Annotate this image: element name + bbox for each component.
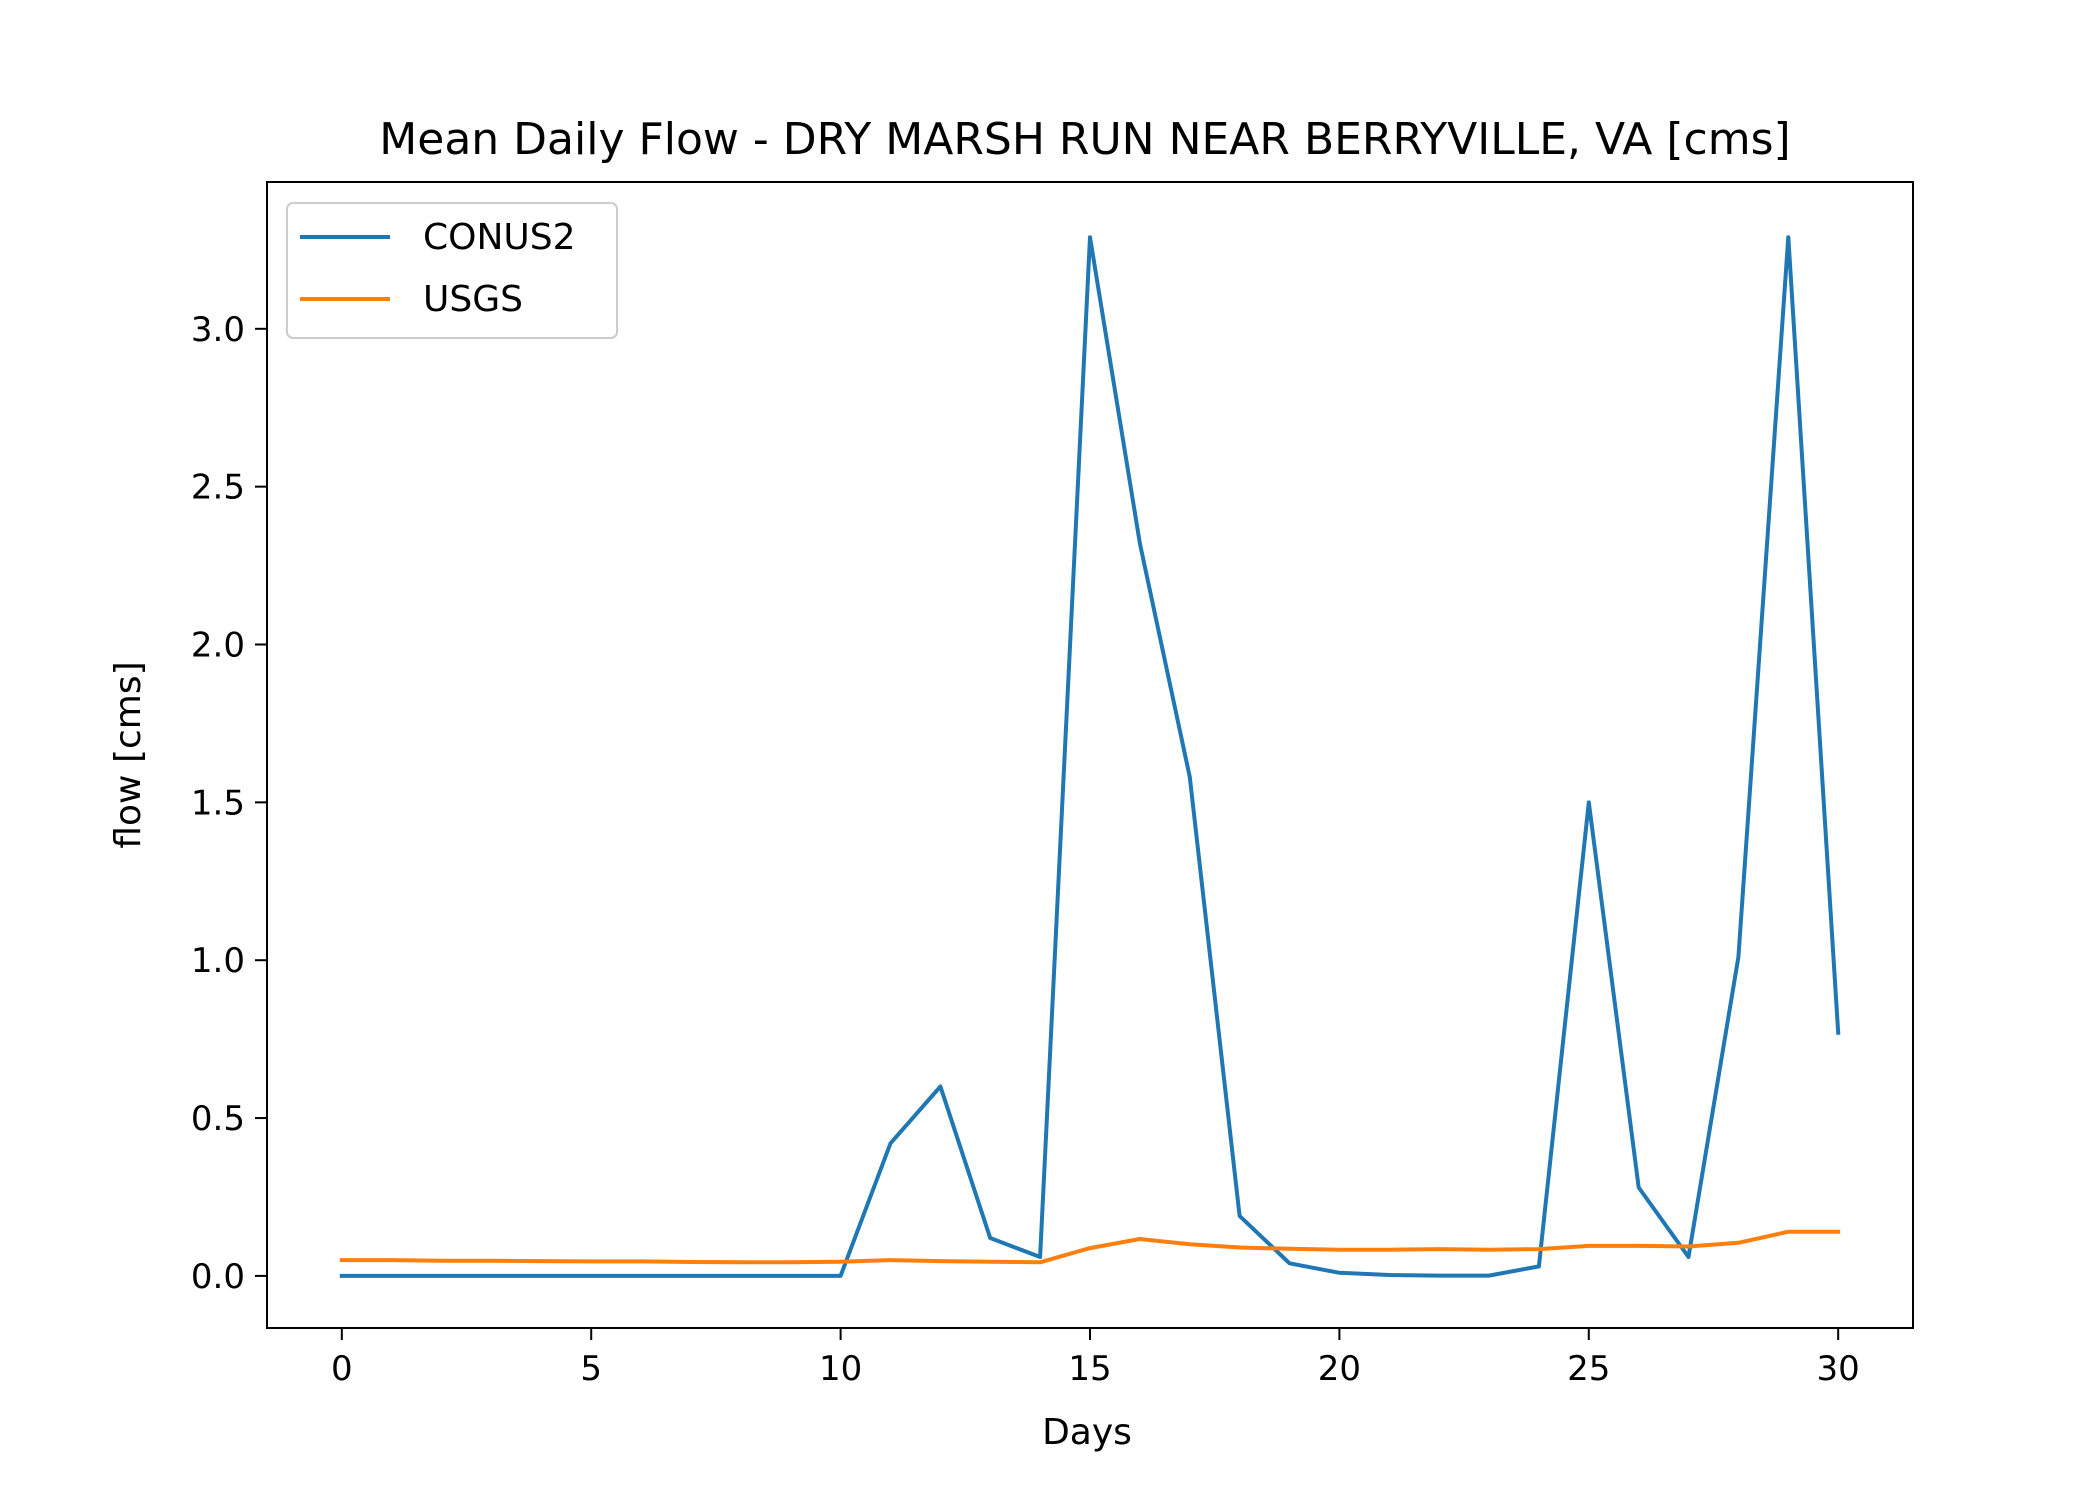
y-tick-label: 3.0 [191, 310, 245, 350]
y-tick-label: 2.0 [191, 626, 245, 666]
legend-label-usgs: USGS [423, 279, 523, 320]
x-axis-label: Days [1042, 1412, 1132, 1453]
y-tick-label: 2.5 [191, 468, 245, 508]
series-line-conus2 [339, 235, 1841, 1278]
y-tick-label: 1.5 [191, 783, 245, 823]
x-tick-label: 25 [1567, 1349, 1610, 1389]
y-tick-label: 0.0 [191, 1257, 245, 1297]
y-tick-label: 0.5 [191, 1099, 245, 1139]
x-tick-label: 5 [580, 1349, 602, 1389]
plot-frame [266, 181, 1914, 1329]
y-axis-label: flow [cms] [108, 661, 149, 848]
x-tick-label: 0 [331, 1349, 353, 1389]
legend: CONUS2 USGS [286, 202, 618, 339]
x-tick-label: 30 [1817, 1349, 1860, 1389]
series-line-usgs [339, 1229, 1841, 1265]
y-axis: 0.0 0.5 1.0 1.5 2.0 2.5 3.0 [191, 310, 267, 1297]
chart-title: Mean Daily Flow - DRY MARSH RUN NEAR BER… [379, 114, 1790, 165]
x-tick-label: 20 [1318, 1349, 1361, 1389]
plot-area [339, 235, 1841, 1278]
y-tick-label: 1.0 [191, 941, 245, 981]
x-tick-label: 15 [1068, 1349, 1111, 1389]
x-axis: 0 5 10 15 20 25 30 [331, 1328, 1860, 1389]
x-tick-label: 10 [819, 1349, 862, 1389]
legend-label-conus2: CONUS2 [423, 217, 576, 258]
